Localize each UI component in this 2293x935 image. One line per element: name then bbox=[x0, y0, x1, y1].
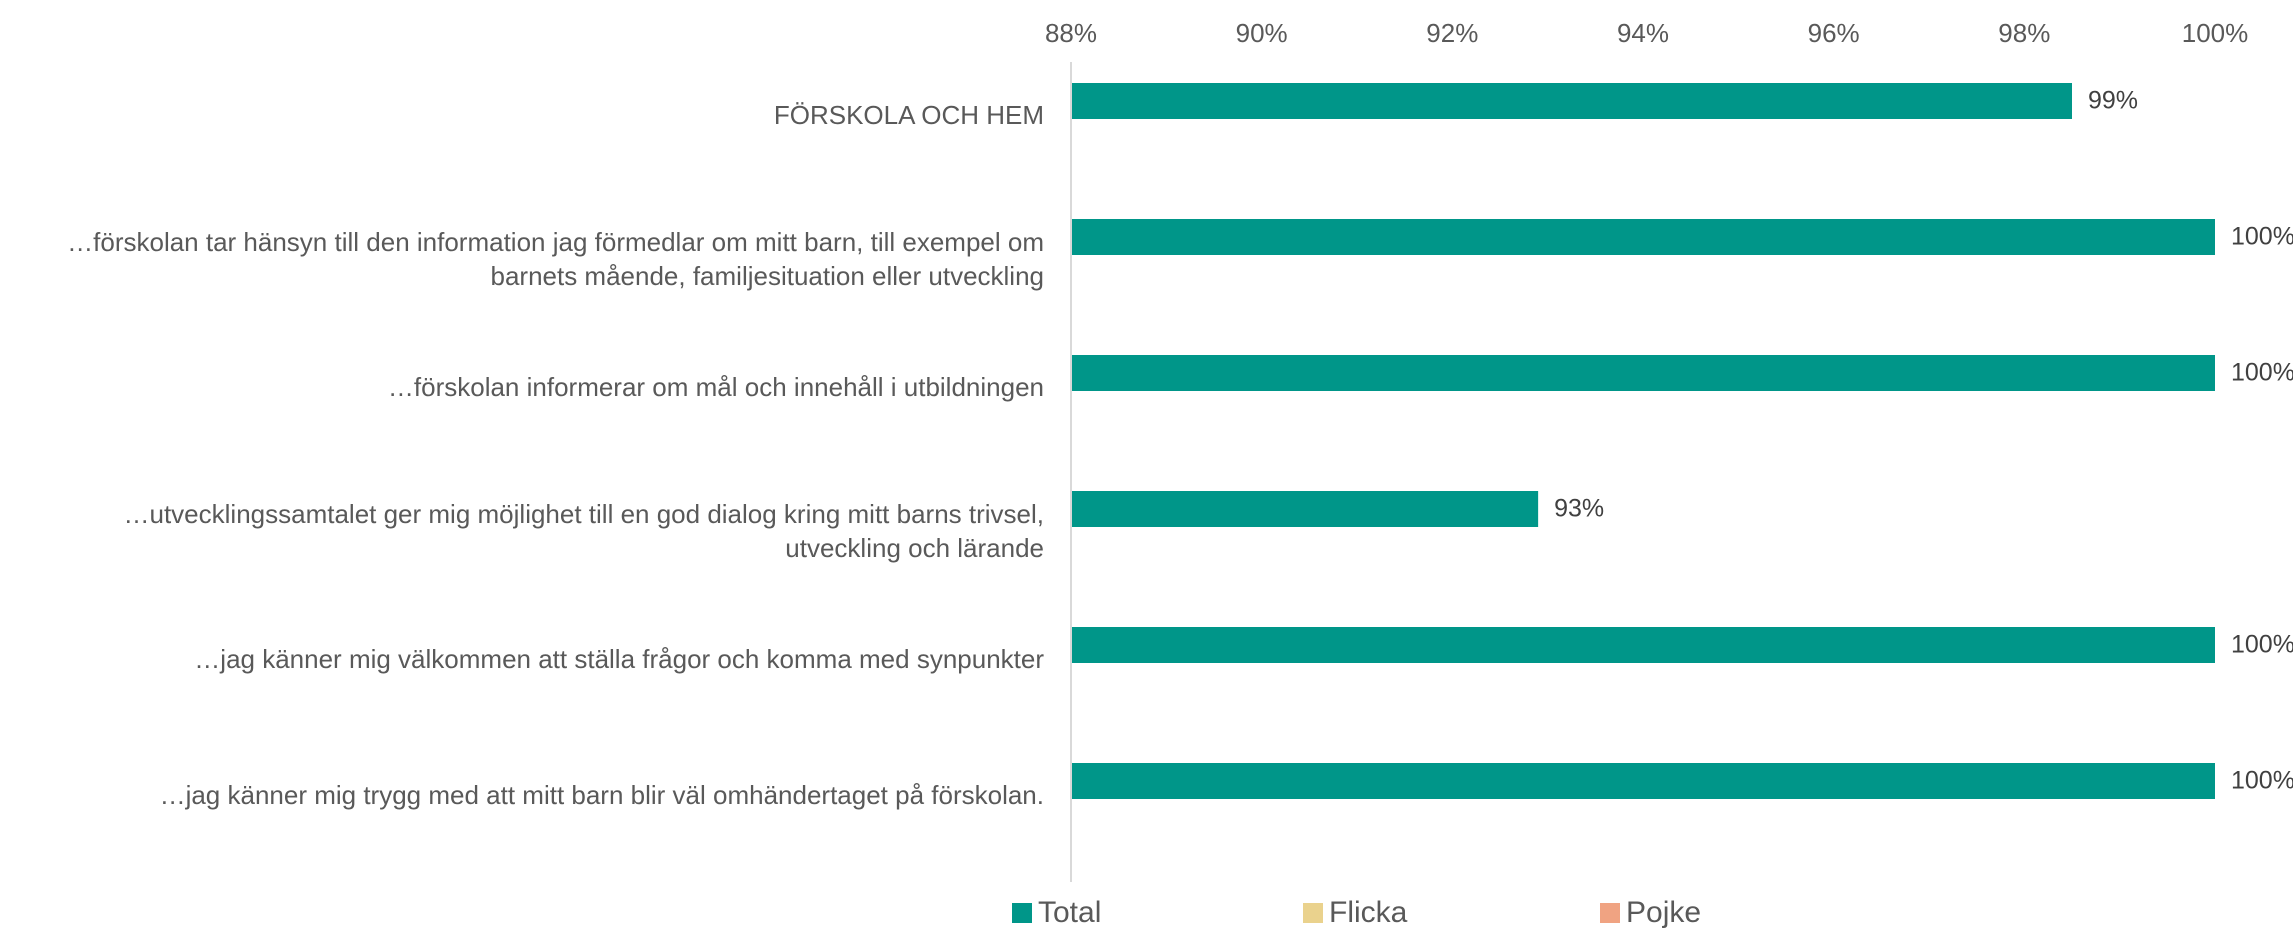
bar-total bbox=[1072, 83, 2072, 119]
data-label: 93% bbox=[1554, 495, 1604, 523]
category-label: …utvecklingssamtalet ger mig möjlighet t… bbox=[124, 499, 1045, 563]
x-tick-label: 88% bbox=[1045, 18, 1097, 48]
category-labels: FÖRSKOLA OCH HEM …förskolan tar hänsyn ti… bbox=[67, 100, 1044, 810]
x-tick-label: 94% bbox=[1617, 18, 1669, 48]
bars bbox=[1072, 83, 2215, 799]
legend-label: Total bbox=[1038, 896, 1101, 929]
category-label-line: barnets mående, familjesituation eller u… bbox=[490, 261, 1044, 291]
data-labels: 99% 100% 100% 93% 100% 100% bbox=[1554, 87, 2293, 795]
data-label: 100% bbox=[2231, 631, 2293, 659]
data-label: 100% bbox=[2231, 359, 2293, 387]
category-label: …jag känner mig välkommen att ställa frå… bbox=[194, 644, 1044, 674]
legend-label: Pojke bbox=[1626, 896, 1701, 929]
category-label-line: …förskolan tar hänsyn till den informati… bbox=[67, 227, 1044, 257]
legend-swatch bbox=[1600, 903, 1620, 923]
bar-total bbox=[1072, 355, 2215, 391]
legend-label: Flicka bbox=[1329, 896, 1408, 929]
x-tick-label: 90% bbox=[1236, 18, 1288, 48]
legend-swatch bbox=[1012, 903, 1032, 923]
category-label-line: …utvecklingssamtalet ger mig möjlighet t… bbox=[124, 499, 1045, 529]
category-label-line: …förskolan informerar om mål och innehål… bbox=[388, 372, 1044, 402]
category-label: FÖRSKOLA OCH HEM bbox=[774, 100, 1044, 130]
category-label-line: …jag känner mig trygg med att mitt barn … bbox=[160, 780, 1044, 810]
category-label: …jag känner mig trygg med att mitt barn … bbox=[160, 780, 1044, 810]
x-axis-ticks: 88% 90% 92% 94% 96% 98% 100% bbox=[1045, 18, 2248, 48]
legend-swatch bbox=[1303, 903, 1323, 923]
x-tick-label: 98% bbox=[1998, 18, 2050, 48]
x-tick-label: 96% bbox=[1808, 18, 1860, 48]
legend: Total Flicka Pojke bbox=[1012, 896, 1701, 929]
bar-total bbox=[1072, 763, 2215, 799]
bar-total bbox=[1072, 627, 2215, 663]
x-tick-label: 92% bbox=[1426, 18, 1478, 48]
category-label-line: FÖRSKOLA OCH HEM bbox=[774, 100, 1044, 130]
category-label-line: utveckling och lärande bbox=[785, 533, 1044, 563]
category-label: …förskolan tar hänsyn till den informati… bbox=[67, 227, 1044, 291]
data-label: 99% bbox=[2088, 87, 2138, 115]
bar-total bbox=[1072, 219, 2215, 255]
category-label-line: …jag känner mig välkommen att ställa frå… bbox=[194, 644, 1044, 674]
bar-total bbox=[1072, 491, 1539, 527]
data-label: 100% bbox=[2231, 223, 2293, 251]
data-label: 100% bbox=[2231, 767, 2293, 795]
x-tick-label: 100% bbox=[2182, 18, 2249, 48]
category-label: …förskolan informerar om mål och innehål… bbox=[388, 372, 1044, 402]
